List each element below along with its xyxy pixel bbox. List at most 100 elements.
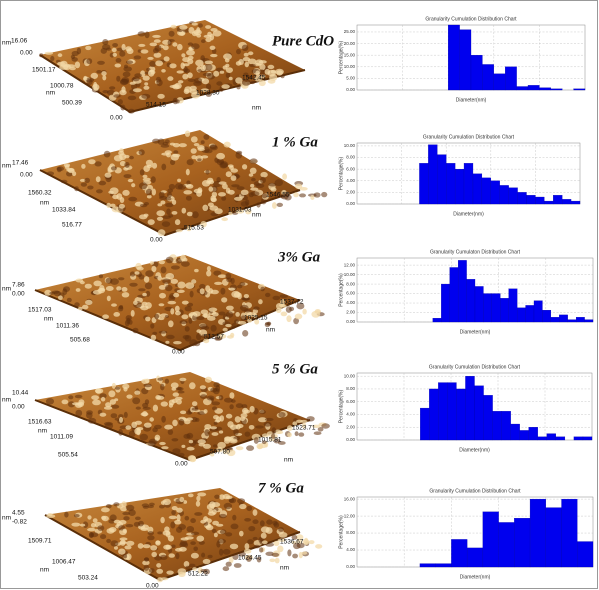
afm-grain	[156, 563, 162, 568]
afm-grain	[160, 383, 165, 391]
y-tick-label: 0.00	[346, 319, 355, 324]
afm-grain	[174, 519, 182, 525]
bar	[483, 293, 493, 323]
afm-grain	[172, 448, 181, 454]
bar	[432, 318, 442, 323]
afm-grain	[193, 81, 202, 86]
afm-axis-label: 16.06	[11, 38, 28, 45]
afm-grain	[221, 196, 227, 201]
afm-grain	[228, 556, 234, 563]
afm-grain	[93, 81, 98, 89]
afm-grain	[235, 403, 244, 409]
afm-grain	[176, 526, 183, 533]
afm-grain	[142, 75, 150, 81]
afm-grain	[167, 300, 177, 305]
afm-grain	[205, 92, 212, 97]
afm-grain	[234, 416, 241, 423]
afm-grain	[149, 502, 155, 506]
afm-grain	[123, 411, 128, 418]
afm-grain	[86, 410, 93, 415]
afm-grain	[164, 378, 170, 384]
afm-grain	[95, 176, 101, 183]
afm-grain	[230, 168, 238, 173]
afm-grain	[122, 511, 130, 516]
afm-grain	[73, 514, 80, 518]
afm-grain	[151, 265, 157, 273]
afm-grain	[97, 525, 105, 531]
afm-grain	[138, 149, 145, 156]
afm-grain	[159, 292, 166, 299]
afm-grain	[302, 308, 307, 315]
afm-grain	[96, 70, 102, 74]
afm-grain	[246, 445, 255, 451]
bar	[459, 29, 472, 91]
afm-grain	[200, 64, 206, 72]
afm-grain	[185, 195, 192, 201]
afm-grain	[160, 554, 168, 561]
afm-grain	[148, 568, 155, 573]
afm-grain	[101, 515, 107, 520]
afm-grain	[138, 274, 145, 280]
afm-axis-label: nm	[2, 286, 11, 293]
afm-grain	[57, 53, 63, 58]
afm-grain	[133, 300, 138, 306]
afm-grain	[155, 76, 162, 83]
afm-grain	[100, 396, 106, 402]
afm-axis-label: 0.00	[20, 50, 33, 57]
afm-grain	[186, 226, 192, 232]
afm-grain	[171, 199, 177, 205]
afm-grain	[227, 164, 234, 168]
afm-grain	[91, 395, 99, 400]
afm-grain	[119, 305, 124, 310]
afm-grain	[203, 516, 209, 522]
afm-grain	[261, 433, 270, 438]
afm-grain	[50, 55, 55, 62]
afm-grain	[207, 179, 215, 185]
afm-grain	[87, 185, 94, 190]
afm-grain	[202, 204, 209, 211]
afm-grain	[192, 401, 198, 407]
afm-grain	[218, 395, 224, 401]
afm-grain	[178, 418, 185, 426]
bar	[492, 411, 502, 441]
afm-grain	[214, 494, 220, 499]
afm-grain	[145, 316, 151, 322]
afm-grain	[153, 48, 159, 54]
afm-grain	[214, 336, 222, 341]
afm-grain	[296, 419, 303, 423]
afm-axis-label: 1024.45	[238, 555, 262, 562]
afm-grain	[172, 153, 181, 158]
bar	[474, 385, 484, 441]
afm-axis-label: 1546.55	[266, 192, 290, 199]
afm-grain	[142, 411, 148, 417]
afm-grain	[221, 217, 228, 222]
afm-grain	[203, 338, 210, 344]
afm-grain	[190, 552, 199, 559]
afm-grain	[135, 406, 141, 410]
bar	[508, 288, 518, 323]
afm-grain	[124, 161, 130, 168]
afm-grain	[163, 56, 170, 62]
afm-grain	[201, 78, 210, 85]
afm-grain	[190, 136, 198, 143]
chart-title: Granularity Cumulation Distribution Char…	[429, 364, 521, 370]
bar	[550, 317, 560, 323]
afm-grain	[258, 69, 265, 77]
afm-grain	[269, 74, 278, 81]
bar	[500, 298, 509, 323]
bar	[482, 64, 494, 91]
afm-grain	[219, 70, 225, 74]
afm-grain	[108, 519, 116, 524]
afm-grain	[119, 89, 127, 96]
afm-grain	[152, 404, 158, 412]
afm-grain	[172, 419, 178, 427]
bar	[526, 195, 536, 205]
afm-grain	[102, 39, 109, 46]
afm-grain	[250, 80, 256, 85]
afm-grain	[168, 320, 174, 328]
afm-axis-label: 0.00	[110, 115, 123, 122]
afm-grain	[235, 61, 242, 66]
afm-axis-label: 10.44	[12, 390, 29, 397]
afm-grain	[217, 274, 227, 279]
afm-grain	[162, 278, 172, 284]
